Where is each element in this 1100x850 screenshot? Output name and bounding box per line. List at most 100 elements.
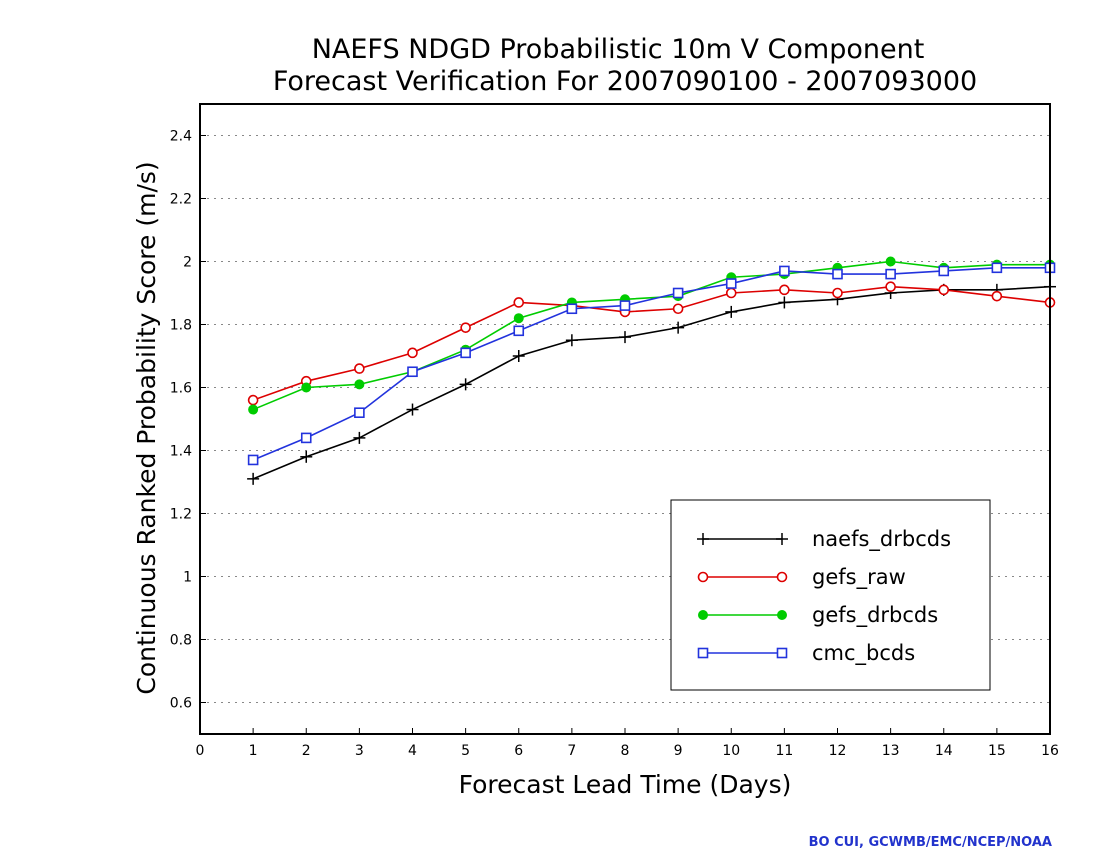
legend-entry: gefs_raw <box>697 565 906 590</box>
x-tick-label: 8 <box>621 743 630 759</box>
open-square-marker <box>460 347 471 359</box>
data-point <box>460 347 471 359</box>
legend-label: cmc_bcds <box>812 641 915 666</box>
plus-marker <box>697 533 709 545</box>
filled-circle-marker <box>698 610 708 620</box>
data-point <box>672 321 685 334</box>
plus-marker <box>619 331 631 344</box>
plus-marker <box>406 403 419 416</box>
open-square-marker <box>407 366 418 378</box>
plus-marker <box>565 334 578 347</box>
data-point <box>779 284 790 296</box>
data-point <box>885 281 896 293</box>
legend: naefs_drbcds gefs_raw gefs_drbcds cmc_bcds <box>670 499 991 691</box>
data-point <box>779 265 790 277</box>
x-tick-label: 5 <box>461 743 470 759</box>
series-line <box>252 285 1051 401</box>
y-tick-label: 2 <box>183 255 192 271</box>
x-tick-label: 11 <box>775 743 793 759</box>
open-square-marker <box>832 268 843 280</box>
y-tick-label: 1.4 <box>170 444 192 460</box>
data-point <box>406 403 419 416</box>
data-point <box>513 313 524 324</box>
open-square-marker <box>725 278 737 289</box>
x-tick-label: 12 <box>829 743 847 759</box>
data-point <box>301 382 312 393</box>
x-tick-label: 15 <box>988 743 1006 759</box>
x-tick-label: 2 <box>302 743 311 759</box>
chart-subtitle: Forecast Verification For 2007090100 - 2… <box>273 66 977 97</box>
data-point <box>885 256 896 267</box>
open-circle-marker <box>938 284 950 296</box>
data-point <box>513 297 525 308</box>
legend-label: naefs_drbcds <box>812 527 951 552</box>
filled-circle-marker <box>513 313 524 324</box>
y-tick-label: 0.6 <box>170 696 192 712</box>
open-circle-marker <box>247 394 259 406</box>
data-point <box>991 262 1003 274</box>
open-square-marker <box>697 647 709 659</box>
open-circle-marker <box>407 347 418 359</box>
filled-circle-marker <box>354 379 365 390</box>
legend-items: naefs_drbcds gefs_raw gefs_drbcds cmc_bcds <box>697 527 951 666</box>
x-tick-label: 14 <box>935 743 953 759</box>
filled-circle-marker <box>885 256 896 267</box>
data-point <box>353 431 366 444</box>
plus-marker <box>247 472 260 485</box>
x-tick-label: 13 <box>882 743 900 759</box>
data-point <box>565 334 578 347</box>
open-square-marker <box>619 300 631 311</box>
data-point <box>725 287 737 299</box>
data-point <box>247 454 259 466</box>
data-point <box>300 432 312 444</box>
data-point <box>247 394 259 406</box>
open-circle-marker <box>697 571 709 583</box>
data-point <box>832 268 843 280</box>
y-tick-label: 1.8 <box>170 318 192 334</box>
data-point <box>354 379 365 390</box>
open-square-marker <box>776 647 788 659</box>
open-square-marker <box>247 454 259 466</box>
open-circle-marker <box>672 303 684 315</box>
plus-marker <box>300 450 313 463</box>
series-cmc_bcds <box>247 262 1056 466</box>
open-circle-marker <box>460 322 471 333</box>
data-point <box>354 363 365 374</box>
data-point <box>778 296 791 309</box>
credit-text: BO CUI, GCWMB/EMC/NCEP/NOAA <box>809 835 1052 850</box>
plus-marker <box>512 350 525 362</box>
x-tick-label: 1 <box>249 743 258 759</box>
series-line <box>252 260 1050 411</box>
open-circle-marker <box>779 284 790 296</box>
open-circle-marker <box>354 363 365 374</box>
data-point <box>725 278 737 289</box>
x-axis-label: Forecast Lead Time (Days) <box>459 770 792 799</box>
open-circle-marker <box>832 287 843 299</box>
open-square-marker <box>513 325 525 337</box>
data-point <box>460 322 471 333</box>
open-circle-marker <box>885 281 896 293</box>
filled-circle-marker <box>777 610 787 620</box>
data-point <box>407 347 418 359</box>
series-line <box>252 285 1051 480</box>
chart-title: NAEFS NDGD Probabilistic 10m V Component <box>312 34 925 65</box>
data-point <box>672 303 684 315</box>
legend-box <box>670 499 991 691</box>
open-square-marker <box>885 268 896 280</box>
y-tick-label: 1.6 <box>170 381 192 397</box>
data-point <box>619 331 631 344</box>
open-circle-marker <box>991 290 1003 302</box>
data-point <box>672 287 684 299</box>
filled-circle-marker <box>301 382 312 393</box>
open-square-marker <box>300 432 312 444</box>
filled-circle-marker <box>248 404 259 415</box>
data-point <box>832 287 843 299</box>
plus-marker <box>725 305 738 318</box>
series-naefs_drbcds <box>247 280 1056 485</box>
legend-entry: cmc_bcds <box>697 641 915 666</box>
y-tick-label: 1 <box>183 570 192 586</box>
y-axis-label: Continuous Ranked Probability Score (m/s… <box>132 161 161 694</box>
open-circle-marker <box>725 287 737 299</box>
legend-label: gefs_raw <box>812 565 906 590</box>
series-line <box>252 266 1050 461</box>
